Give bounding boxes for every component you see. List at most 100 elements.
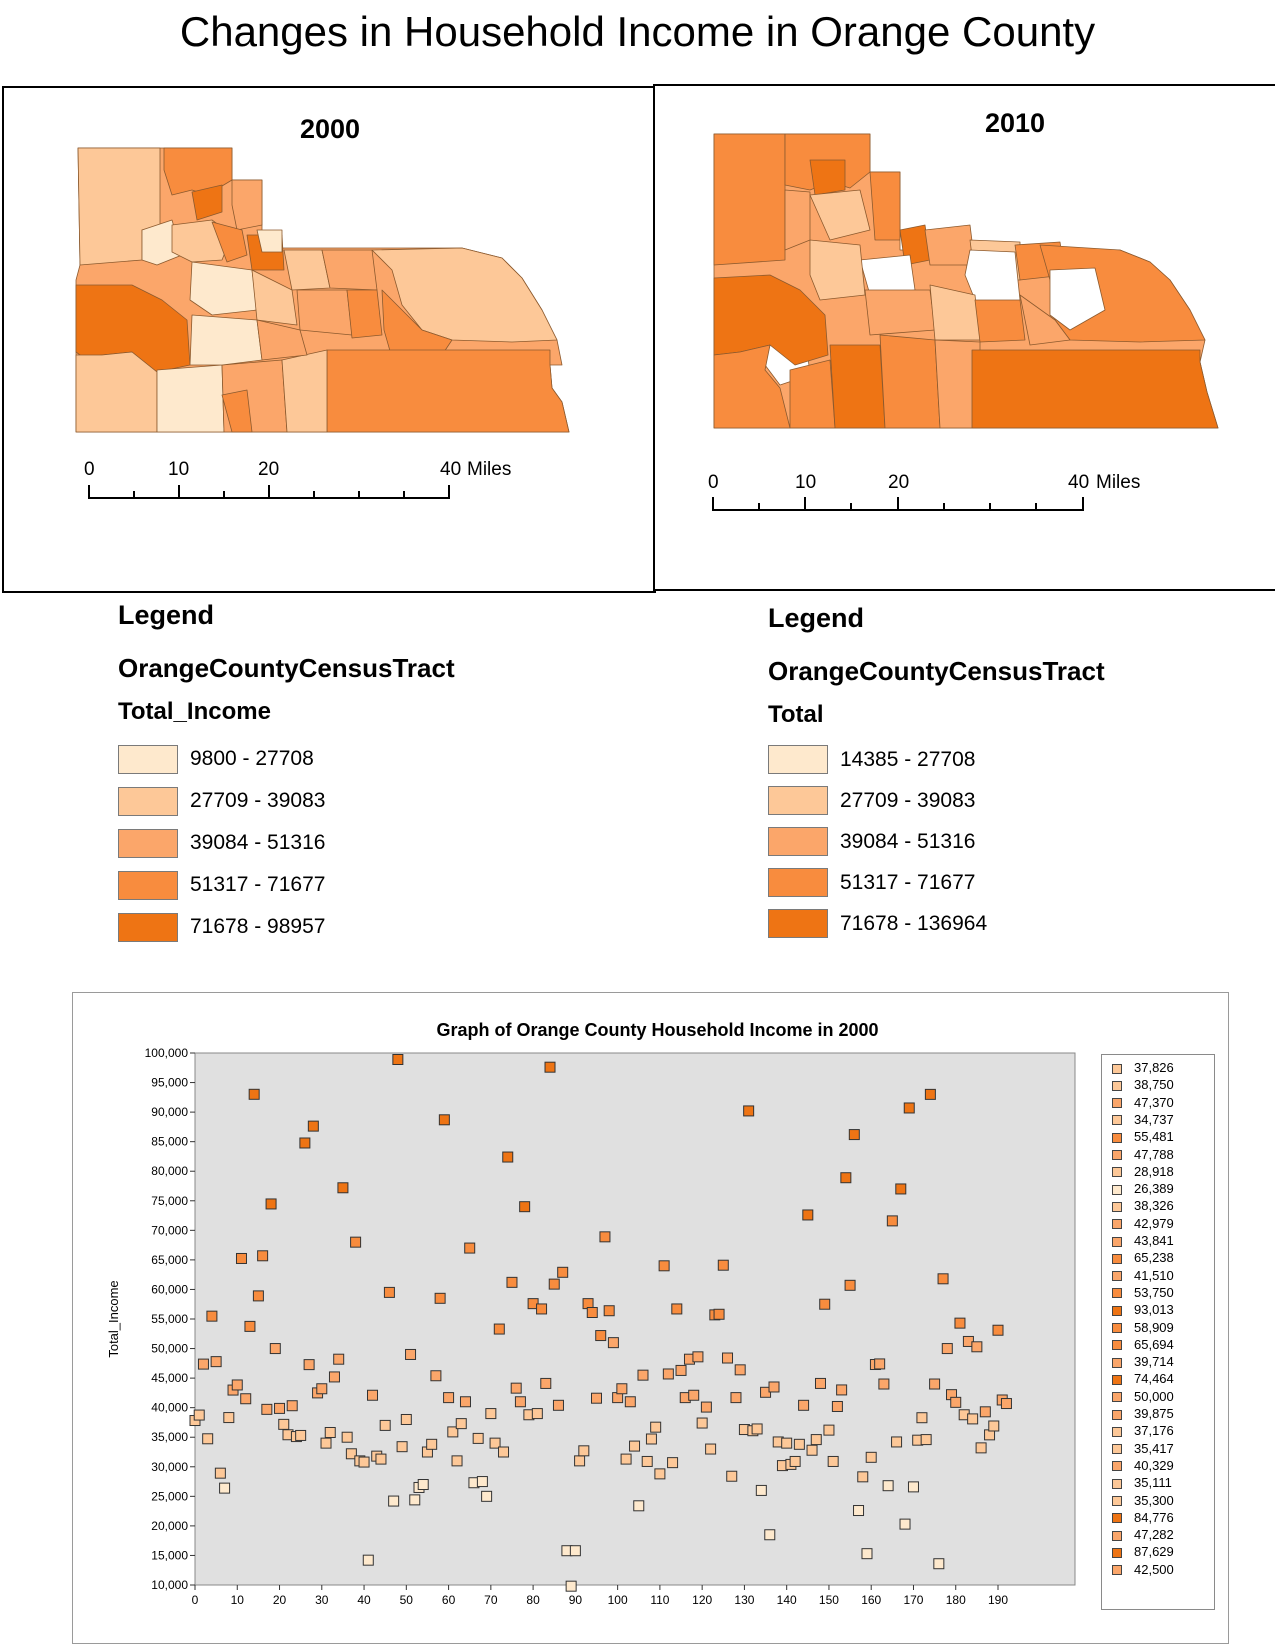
data-point[interactable] xyxy=(810,1434,822,1446)
data-point[interactable] xyxy=(853,1505,865,1517)
data-point[interactable] xyxy=(658,1260,670,1272)
data-point[interactable] xyxy=(320,1437,332,1449)
data-point[interactable] xyxy=(409,1494,421,1506)
data-point[interactable] xyxy=(430,1370,442,1382)
data-point[interactable] xyxy=(202,1433,214,1445)
data-point[interactable] xyxy=(793,1438,805,1450)
data-point[interactable] xyxy=(531,1408,543,1420)
data-point[interactable] xyxy=(781,1437,793,1449)
data-point[interactable] xyxy=(455,1418,467,1430)
data-point[interactable] xyxy=(476,1476,488,1488)
data-point[interactable] xyxy=(197,1358,209,1370)
data-point[interactable] xyxy=(388,1495,400,1507)
data-point[interactable] xyxy=(899,1518,911,1530)
data-point[interactable] xyxy=(929,1378,941,1390)
data-point[interactable] xyxy=(426,1438,438,1450)
data-point[interactable] xyxy=(219,1482,231,1494)
data-point[interactable] xyxy=(307,1120,319,1132)
data-point[interactable] xyxy=(514,1396,526,1408)
data-point[interactable] xyxy=(557,1266,569,1278)
data-point[interactable] xyxy=(941,1343,953,1355)
data-point[interactable] xyxy=(768,1381,780,1393)
data-point[interactable] xyxy=(878,1378,890,1390)
data-point[interactable] xyxy=(954,1317,966,1329)
data-point[interactable] xyxy=(231,1379,243,1391)
data-point[interactable] xyxy=(328,1371,340,1383)
data-point[interactable] xyxy=(316,1383,328,1395)
data-point[interactable] xyxy=(481,1490,493,1502)
data-point[interactable] xyxy=(303,1359,315,1371)
data-point[interactable] xyxy=(844,1279,856,1291)
data-point[interactable] xyxy=(764,1529,776,1541)
data-point[interactable] xyxy=(903,1102,915,1114)
data-point[interactable] xyxy=(806,1444,818,1456)
data-point[interactable] xyxy=(434,1292,446,1304)
data-point[interactable] xyxy=(857,1471,869,1483)
data-point[interactable] xyxy=(214,1467,226,1479)
data-point[interactable] xyxy=(193,1409,205,1421)
data-point[interactable] xyxy=(261,1403,273,1415)
data-point[interactable] xyxy=(633,1500,645,1512)
data-point[interactable] xyxy=(967,1413,979,1425)
data-point[interactable] xyxy=(240,1393,252,1405)
data-point[interactable] xyxy=(831,1400,843,1412)
data-point[interactable] xyxy=(637,1369,649,1381)
data-point[interactable] xyxy=(675,1364,687,1376)
data-point[interactable] xyxy=(882,1480,894,1492)
data-point[interactable] xyxy=(447,1426,459,1438)
data-point[interactable] xyxy=(223,1412,235,1424)
data-point[interactable] xyxy=(265,1198,277,1210)
data-point[interactable] xyxy=(713,1308,725,1320)
data-point[interactable] xyxy=(345,1448,357,1460)
data-point[interactable] xyxy=(337,1182,349,1194)
data-point[interactable] xyxy=(840,1172,852,1184)
data-point[interactable] xyxy=(726,1470,738,1482)
data-point[interactable] xyxy=(798,1399,810,1411)
data-point[interactable] xyxy=(705,1443,717,1455)
data-point[interactable] xyxy=(603,1305,615,1317)
data-point[interactable] xyxy=(891,1436,903,1448)
data-point[interactable] xyxy=(607,1337,619,1349)
data-point[interactable] xyxy=(692,1351,704,1363)
data-point[interactable] xyxy=(451,1455,463,1467)
data-point[interactable] xyxy=(417,1479,429,1491)
data-point[interactable] xyxy=(333,1353,345,1365)
data-point[interactable] xyxy=(874,1358,886,1370)
data-point[interactable] xyxy=(755,1484,767,1496)
data-point[interactable] xyxy=(827,1455,839,1467)
data-point[interactable] xyxy=(438,1114,450,1126)
data-point[interactable] xyxy=(836,1384,848,1396)
data-point[interactable] xyxy=(472,1432,484,1444)
data-point[interactable] xyxy=(540,1377,552,1389)
data-point[interactable] xyxy=(574,1455,586,1467)
data-point[interactable] xyxy=(654,1468,666,1480)
data-point[interactable] xyxy=(937,1273,949,1285)
data-point[interactable] xyxy=(565,1580,577,1592)
data-point[interactable] xyxy=(396,1441,408,1453)
data-point[interactable] xyxy=(743,1105,755,1117)
data-point[interactable] xyxy=(696,1417,708,1429)
data-point[interactable] xyxy=(722,1352,734,1364)
data-point[interactable] xyxy=(730,1392,742,1404)
data-point[interactable] xyxy=(210,1356,222,1368)
data-point[interactable] xyxy=(1000,1398,1012,1410)
data-point[interactable] xyxy=(578,1445,590,1457)
data-point[interactable] xyxy=(552,1399,564,1411)
data-point[interactable] xyxy=(992,1324,1004,1336)
data-point[interactable] xyxy=(379,1419,391,1431)
data-point[interactable] xyxy=(392,1054,404,1066)
data-point[interactable] xyxy=(502,1151,514,1163)
data-point[interactable] xyxy=(595,1330,607,1342)
data-point[interactable] xyxy=(616,1383,628,1395)
data-point[interactable] xyxy=(519,1201,531,1213)
data-point[interactable] xyxy=(510,1382,522,1394)
data-point[interactable] xyxy=(375,1453,387,1465)
data-point[interactable] xyxy=(916,1412,928,1424)
data-point[interactable] xyxy=(278,1418,290,1430)
data-point[interactable] xyxy=(988,1420,1000,1432)
data-point[interactable] xyxy=(662,1368,674,1380)
data-point[interactable] xyxy=(920,1434,932,1446)
data-point[interactable] xyxy=(802,1209,814,1221)
data-point[interactable] xyxy=(252,1290,264,1302)
data-point[interactable] xyxy=(848,1129,860,1141)
